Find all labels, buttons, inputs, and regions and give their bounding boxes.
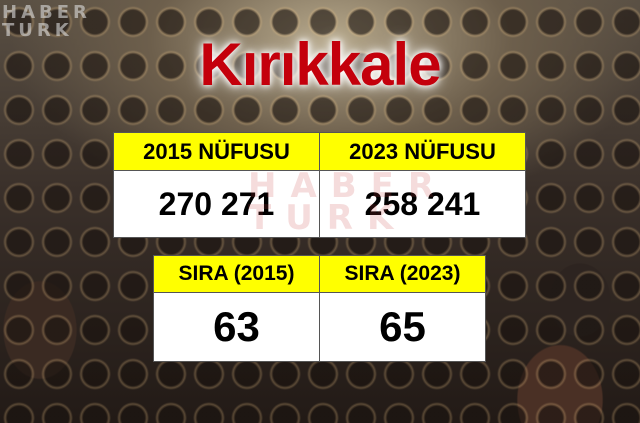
value-rank-2023: 65 bbox=[319, 292, 486, 362]
population-table: 2015 NÜFUSU 2023 NÜFUSU 270 271 258 241 bbox=[113, 132, 526, 238]
header-2023-population: 2023 NÜFUSU bbox=[319, 132, 526, 171]
header-2015-population: 2015 NÜFUSU bbox=[113, 132, 320, 171]
value-2023-population: 258 241 bbox=[319, 170, 526, 238]
logo-line2: TURK bbox=[2, 20, 73, 41]
header-rank-2015: SIRA (2015) bbox=[153, 255, 320, 293]
watermark: HABER TURK bbox=[248, 166, 449, 238]
rank-table: SIRA (2015) SIRA (2023) 63 65 bbox=[153, 255, 486, 362]
value-rank-2015: 63 bbox=[153, 292, 320, 362]
header-rank-2023: SIRA (2023) bbox=[319, 255, 486, 293]
logo-line1: HABER bbox=[2, 2, 91, 23]
haberturk-logo: HABER TURK bbox=[2, 4, 91, 40]
city-title: Kırıkkale bbox=[199, 31, 441, 98]
value-2015-population: 270 271 bbox=[113, 170, 320, 238]
